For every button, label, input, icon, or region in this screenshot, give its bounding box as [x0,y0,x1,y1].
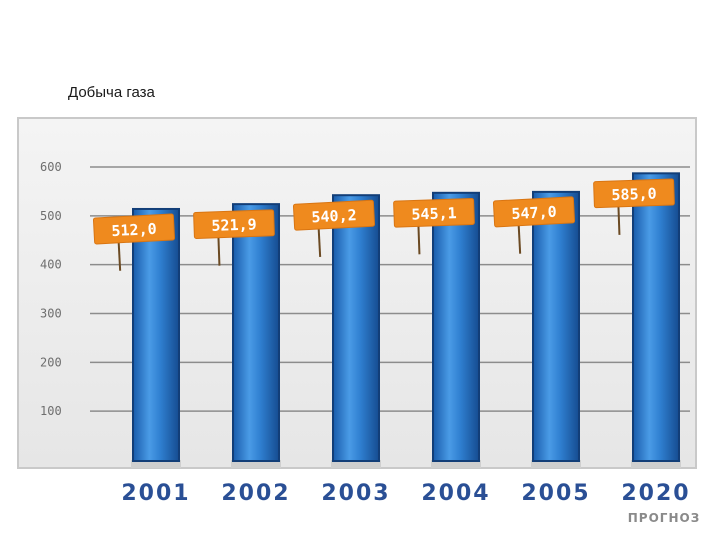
callout-pointer [317,228,322,258]
x-category-label: 2001 [121,481,190,506]
value-label: 585,0 [611,185,657,205]
callout-pointer [217,237,221,266]
callout-pointer [617,206,621,235]
bars [131,172,681,468]
value-label: 545,1 [411,204,457,224]
bar [534,192,578,461]
x-category-label: 2002 [221,481,290,506]
callout-box [92,213,176,245]
x-category-label: 2004 [421,481,490,506]
bar-base [331,460,381,468]
bar-base [631,460,681,468]
callout-box [292,199,376,231]
y-tick-label: 100 [40,404,62,418]
x-category-label: 2005 [521,481,590,506]
x-category-label: 2003 [321,481,390,506]
y-tick-label: 200 [40,355,62,369]
value-callout: 521,9 [193,209,275,266]
value-label: 540,2 [311,206,357,226]
y-tick-label: 500 [40,209,62,223]
callout-pointer [117,242,122,271]
callout-pointer [417,226,421,255]
value-label: 512,0 [111,220,157,240]
value-labels: 512,0 521,9 540,2 545,1 547,0 585,0 [92,178,675,271]
bar [634,174,678,460]
bar [234,205,278,460]
value-callout: 545,1 [393,197,475,255]
bar [434,193,478,460]
value-label: 521,9 [211,215,257,235]
y-tick-label: 300 [40,307,62,321]
bar [134,209,178,460]
value-callout: 512,0 [92,213,176,271]
page-title: Добыча газа [68,84,155,101]
bar-base [131,460,181,468]
y-tick-label: 600 [40,160,62,174]
x-axis-categories: 2001 2002 2003 2004 2005 2020 ПРОГНОЗ [121,481,700,525]
bar-base [231,460,281,468]
gridlines [90,166,690,412]
x-category-label: 2020 [621,481,690,506]
forecast-note: ПРОГНОЗ [628,511,700,525]
value-label: 547,0 [511,203,557,223]
callout-box [193,209,275,239]
callout-box [393,197,475,228]
bar [334,196,378,460]
y-axis-ticks: 100 200 300 400 500 600 [40,160,62,418]
value-callout: 547,0 [492,196,576,254]
callout-pointer [517,225,522,254]
bar-base [531,460,581,468]
y-tick-label: 400 [40,258,62,272]
bar-base [431,460,481,468]
callout-box [593,178,675,209]
callout-box [492,196,576,228]
value-callout: 540,2 [292,199,376,258]
value-callout: 585,0 [593,178,675,235]
